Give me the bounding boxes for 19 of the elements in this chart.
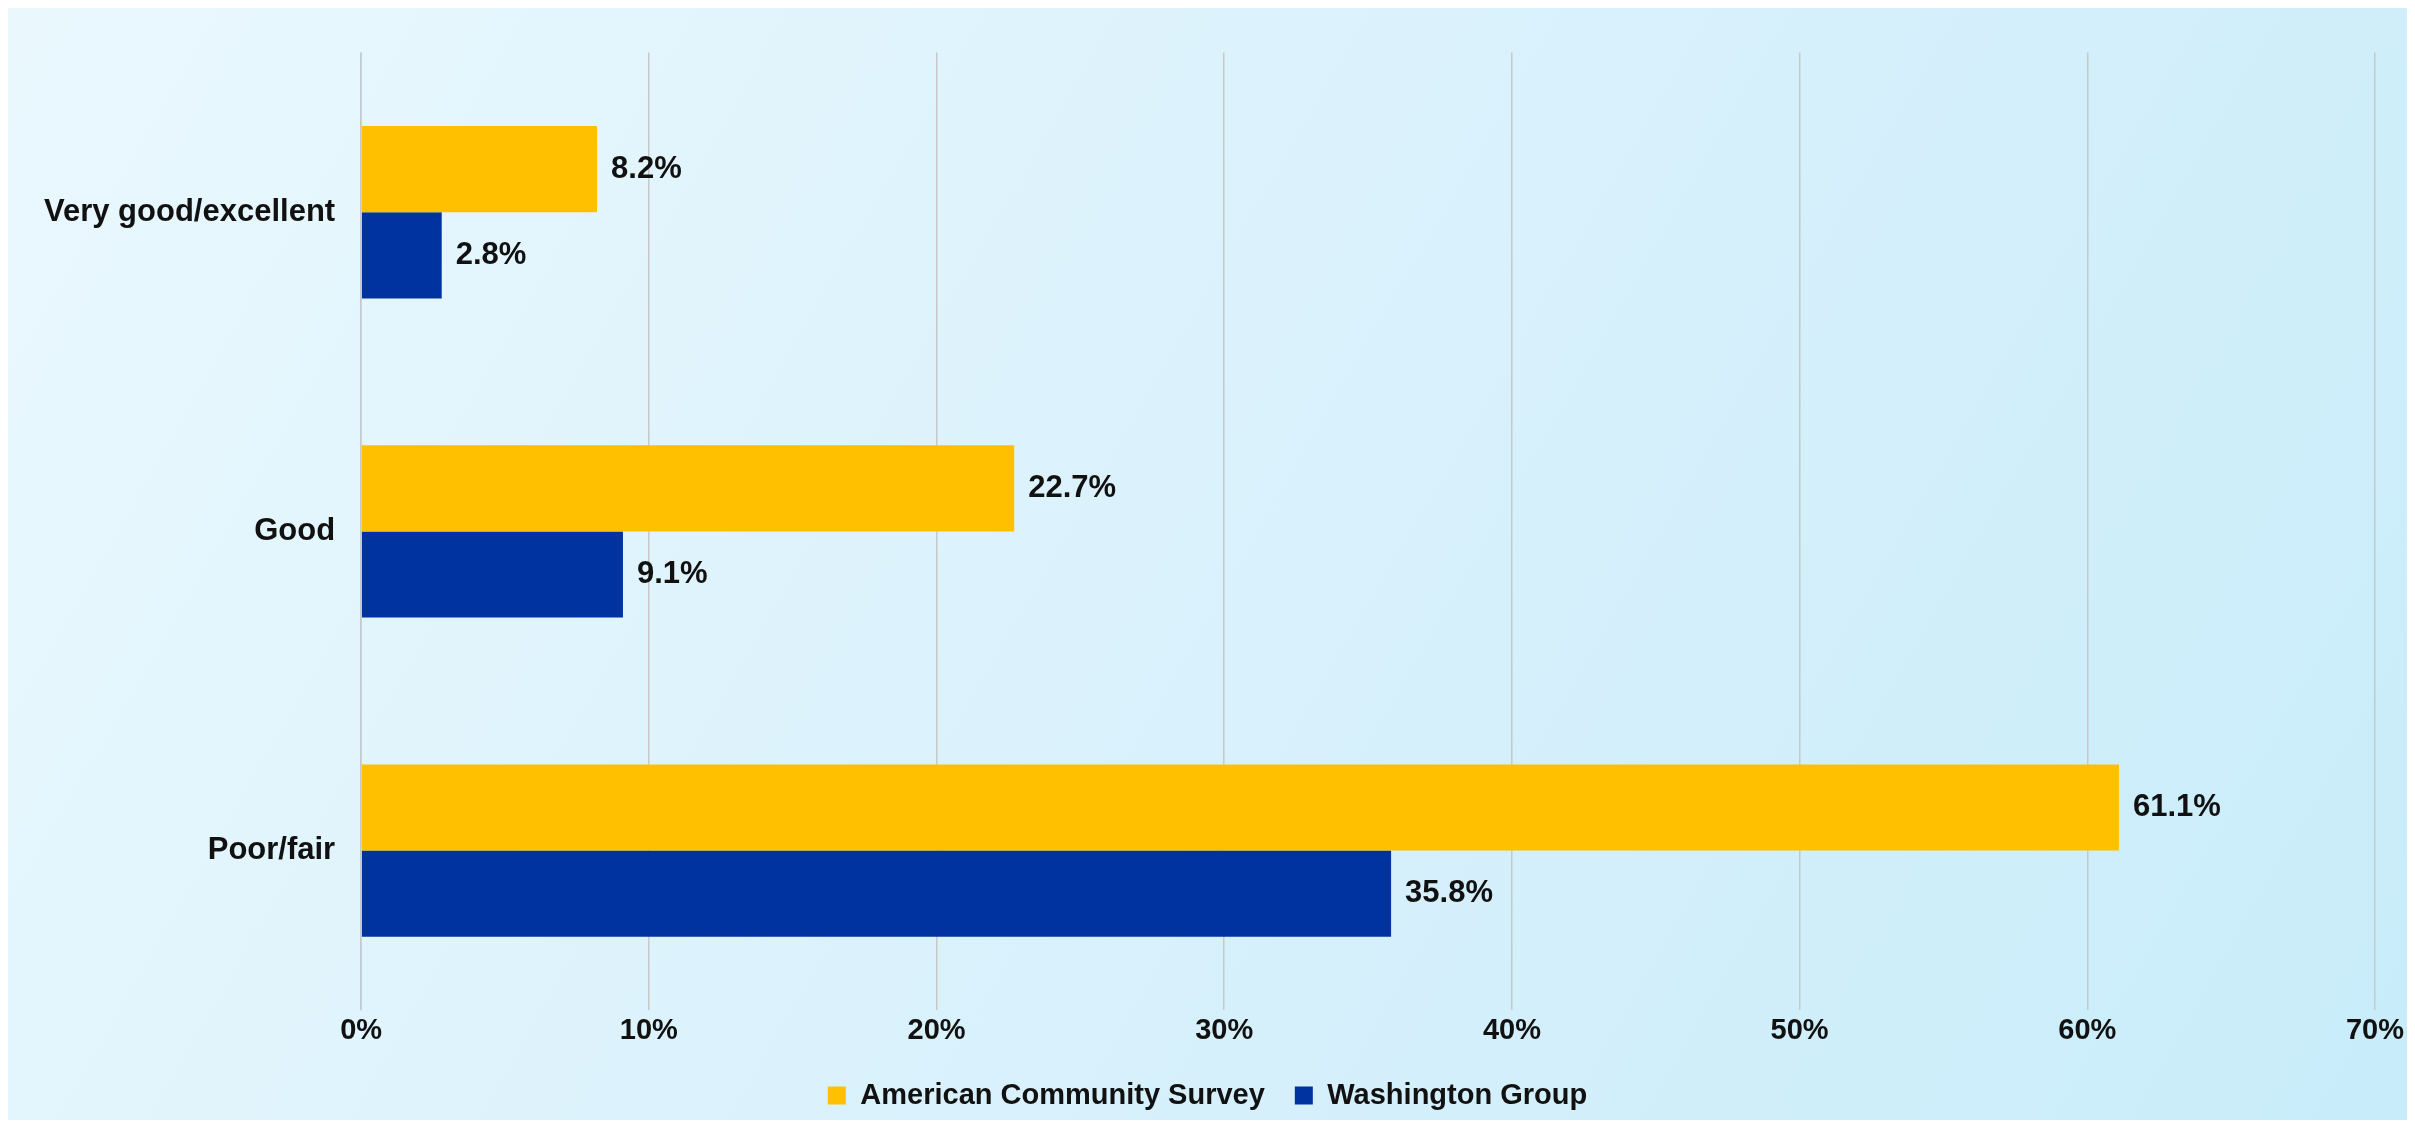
x-tick-label: 20% bbox=[907, 1012, 966, 1045]
x-tick-label: 10% bbox=[619, 1012, 679, 1045]
x-tick-label: 0% bbox=[340, 1012, 383, 1045]
x-tick-label: 70% bbox=[2345, 1012, 2405, 1045]
y-tick-label: Poor/fair bbox=[207, 831, 336, 867]
legend-label: American Community Survey bbox=[860, 1077, 1265, 1110]
x-tick-label: 30% bbox=[1195, 1012, 1254, 1045]
data-label: 2.8% bbox=[455, 235, 527, 271]
y-tick-label: Very good/excellent bbox=[44, 192, 336, 228]
data-label: 35.8% bbox=[1405, 874, 1493, 910]
x-tick-label: 60% bbox=[2058, 1012, 2117, 1045]
x-tick-label: 50% bbox=[1770, 1012, 1829, 1045]
data-label: 9.1% bbox=[636, 555, 708, 591]
y-tick-label: Good bbox=[254, 511, 336, 547]
x-tick-label: 40% bbox=[1482, 1012, 1542, 1045]
data-label: 22.7% bbox=[1028, 468, 1117, 504]
data-label: 8.2% bbox=[611, 149, 682, 185]
data-label: 61.1% bbox=[2132, 788, 2221, 824]
legend-label: Washington Group bbox=[1327, 1077, 1588, 1110]
